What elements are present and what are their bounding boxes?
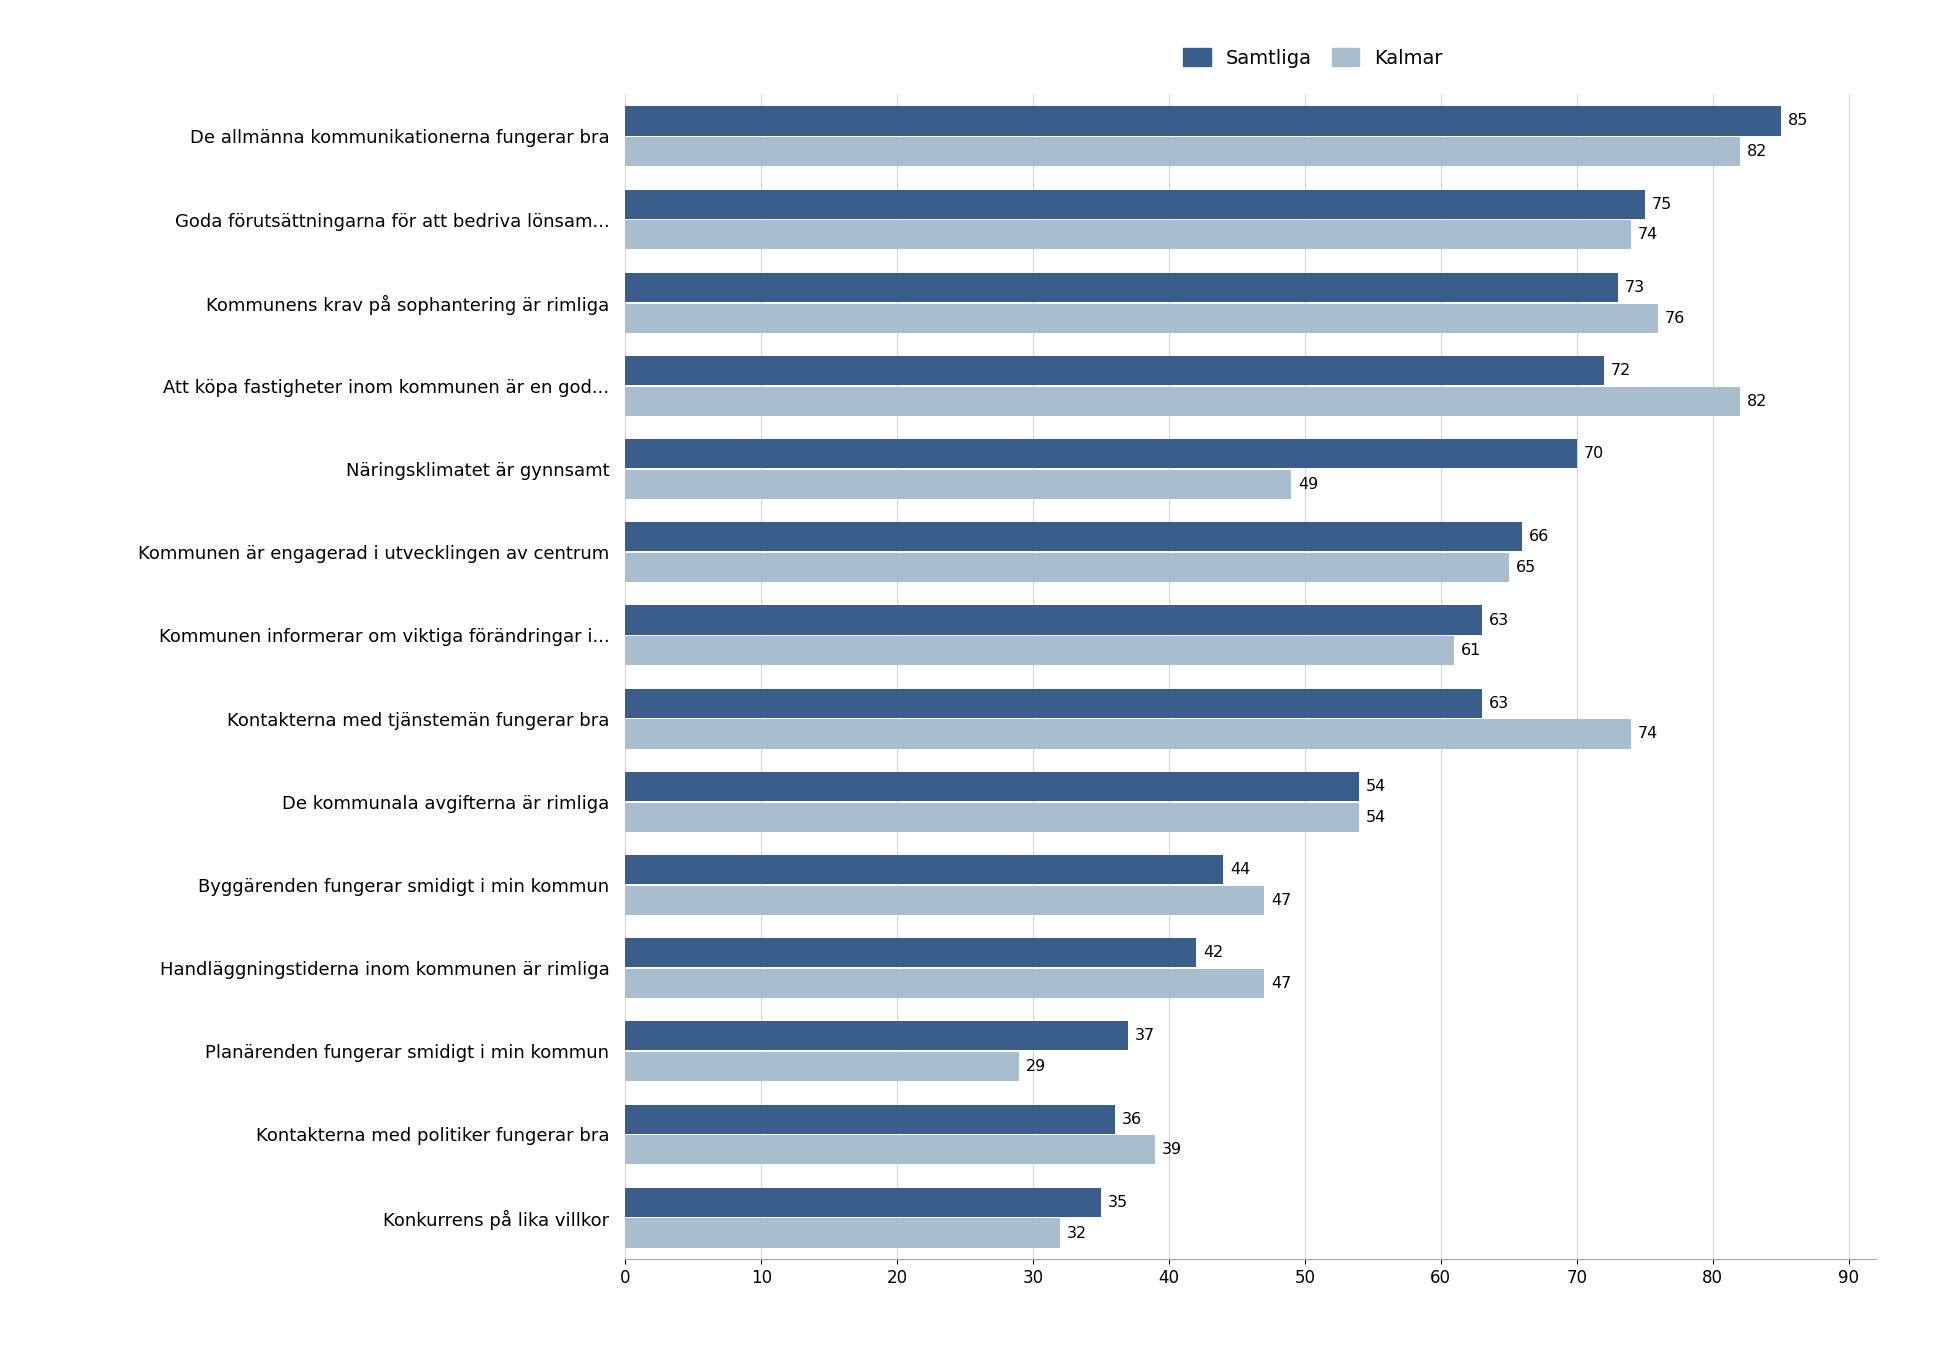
Text: 66: 66: [1530, 529, 1550, 544]
Bar: [625, 1105, 1114, 1133]
Text: 42: 42: [1204, 945, 1223, 960]
Text: 74: 74: [1637, 227, 1659, 242]
Text: 76: 76: [1665, 310, 1686, 325]
Text: 82: 82: [1747, 394, 1766, 409]
Text: 32: 32: [1067, 1225, 1086, 1240]
Text: 75: 75: [1651, 196, 1673, 211]
Bar: [625, 356, 1604, 385]
Text: 63: 63: [1489, 696, 1508, 711]
Text: 44: 44: [1231, 862, 1251, 877]
Text: 37: 37: [1135, 1029, 1155, 1044]
Bar: [625, 803, 1360, 831]
Bar: [625, 1187, 1100, 1217]
Bar: [625, 772, 1360, 802]
Bar: [625, 1021, 1127, 1051]
Bar: [625, 107, 1780, 135]
Bar: [625, 190, 1645, 219]
Bar: [625, 221, 1632, 249]
Text: 65: 65: [1516, 561, 1536, 575]
Text: 36: 36: [1122, 1112, 1141, 1127]
Bar: [625, 938, 1196, 967]
Bar: [625, 470, 1292, 500]
Text: 63: 63: [1489, 612, 1508, 627]
Bar: [625, 439, 1577, 468]
Text: 73: 73: [1624, 280, 1645, 295]
Text: 85: 85: [1788, 114, 1807, 129]
Bar: [625, 552, 1508, 582]
Text: 47: 47: [1270, 976, 1292, 991]
Bar: [625, 854, 1223, 884]
Text: 72: 72: [1610, 363, 1632, 378]
Legend: Samtliga, Kalmar: Samtliga, Kalmar: [1176, 41, 1450, 76]
Text: 54: 54: [1366, 779, 1385, 793]
Text: 49: 49: [1297, 477, 1319, 492]
Bar: [625, 969, 1264, 998]
Bar: [625, 523, 1522, 551]
Text: 74: 74: [1637, 727, 1659, 742]
Bar: [625, 1135, 1155, 1164]
Text: 39: 39: [1163, 1143, 1182, 1158]
Bar: [625, 636, 1454, 665]
Bar: [625, 303, 1659, 333]
Text: 35: 35: [1108, 1194, 1127, 1209]
Text: 29: 29: [1026, 1059, 1047, 1074]
Bar: [625, 137, 1739, 167]
Text: 82: 82: [1747, 145, 1766, 160]
Bar: [625, 387, 1739, 416]
Bar: [625, 689, 1481, 718]
Text: 70: 70: [1583, 447, 1604, 462]
Bar: [625, 272, 1618, 302]
Bar: [625, 886, 1264, 915]
Text: 54: 54: [1366, 810, 1385, 825]
Bar: [625, 605, 1481, 635]
Text: 47: 47: [1270, 892, 1292, 907]
Text: 61: 61: [1462, 643, 1481, 658]
Bar: [625, 1052, 1020, 1082]
Bar: [625, 1219, 1061, 1247]
Bar: [625, 719, 1632, 749]
